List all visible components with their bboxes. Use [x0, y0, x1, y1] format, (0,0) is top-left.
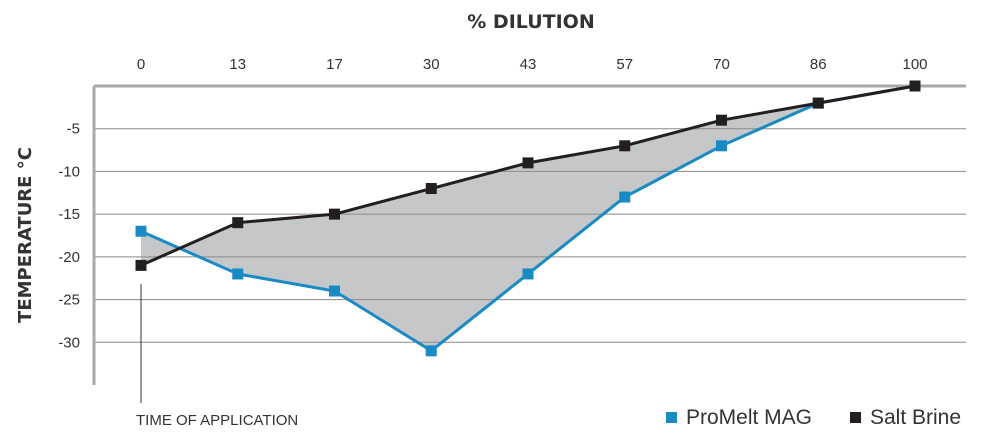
data-point-salt-brine: [425, 183, 437, 195]
x-tick-label: 30: [423, 56, 440, 73]
data-point-salt-brine: [329, 208, 340, 220]
x-tick-label: 13: [229, 56, 246, 73]
x-tick-label: 70: [713, 56, 730, 73]
data-point-promelt-mag: [329, 285, 340, 297]
data-point-salt-brine: [716, 114, 727, 126]
shaded-gap-area: [141, 86, 915, 351]
legend-swatch-promelt-mag: [666, 412, 677, 423]
x-tick-label: 0: [137, 56, 145, 73]
time-of-application-annotation: TIME OF APPLICATION: [136, 284, 298, 429]
gridlines: [94, 128, 966, 343]
data-point-promelt-mag: [619, 191, 631, 203]
y-tick-label: -5: [67, 121, 80, 138]
y-tick-label: -20: [58, 249, 80, 266]
data-point-promelt-mag: [716, 140, 727, 152]
data-point-salt-brine: [522, 157, 534, 169]
y-tick-labels: -5 -10 -15 -20 -25 -30: [58, 121, 80, 352]
legend-label-promelt-mag: ProMelt MAG: [686, 406, 812, 429]
x-tick-label: 100: [902, 56, 927, 73]
gap-fill-polygon: [141, 86, 915, 351]
annotation-label: TIME OF APPLICATION: [136, 412, 298, 429]
y-tick-label: -10: [58, 163, 80, 180]
x-tick-label: 17: [326, 56, 343, 73]
data-point-salt-brine: [812, 97, 824, 109]
y-tick-label: -25: [58, 292, 80, 309]
x-tick-label: 86: [810, 56, 827, 73]
x-axis-title: % DILUTION: [467, 11, 594, 33]
legend-swatch-salt-brine: [850, 412, 861, 423]
x-tick-labels: 0 13 17 30 43 57 70 86 100: [137, 56, 928, 73]
data-point-salt-brine: [135, 259, 147, 271]
data-point-salt-brine: [909, 80, 921, 92]
x-tick-label: 57: [616, 56, 633, 73]
data-point-promelt-mag: [135, 225, 147, 237]
data-point-promelt-mag: [425, 345, 437, 357]
data-point-salt-brine: [232, 217, 244, 229]
data-point-promelt-mag: [522, 268, 534, 280]
axes: [92, 84, 966, 385]
x-tick-label: 43: [520, 56, 537, 73]
y-tick-label: -15: [58, 206, 80, 223]
series-lines: [135, 80, 921, 357]
data-point-salt-brine: [619, 140, 631, 152]
y-tick-label: -30: [58, 334, 80, 351]
legend-label-salt-brine: Salt Brine: [870, 406, 961, 429]
y-axis-title: TEMPERATURE °C: [15, 147, 36, 323]
data-point-promelt-mag: [232, 268, 244, 280]
legend: ProMelt MAG Salt Brine: [666, 406, 961, 429]
